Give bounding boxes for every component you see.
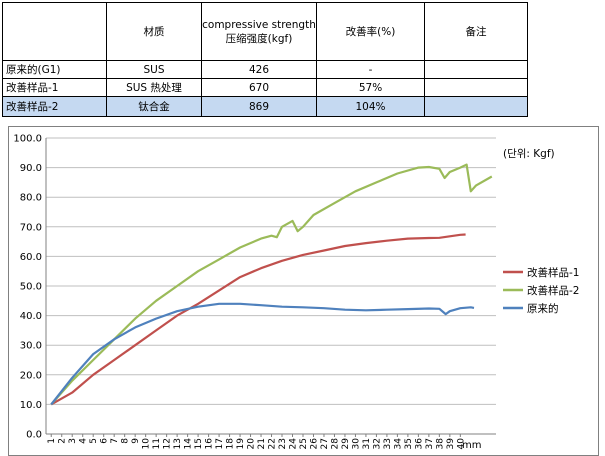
table-cell — [424, 96, 528, 117]
x-tick-label: 15 — [194, 438, 204, 449]
x-tick-label: 12 — [163, 438, 173, 449]
y-tick-label: 20.0 — [20, 370, 42, 381]
x-tick-label: 9 — [131, 438, 141, 444]
y-tick-label: 80.0 — [20, 193, 42, 204]
table-cell: SUS 热处理 — [106, 78, 202, 97]
x-tick-label: 11 — [152, 438, 162, 449]
series-line-3 — [50, 302, 475, 406]
x-tick-label: 29 — [341, 438, 351, 450]
x-tick-label: 8 — [121, 438, 131, 444]
x-tick-label: 23 — [278, 438, 288, 449]
x-tick-label: 26 — [309, 438, 319, 450]
x-tick-label: 34 — [393, 438, 403, 450]
table-cell: 869 — [201, 96, 317, 117]
x-tick-label: 22 — [268, 438, 278, 449]
x-tick-label: 31 — [362, 438, 372, 449]
legend-label: 改善样品-2 — [527, 284, 579, 297]
y-tick-label: 10.0 — [20, 400, 42, 411]
series-line-2 — [50, 163, 493, 406]
row-label: 改善样品-2 — [2, 96, 107, 117]
x-tick-label: 19 — [236, 438, 246, 450]
legend-label: 原来的 — [527, 302, 559, 315]
header-cell-empty — [2, 2, 107, 61]
row-label: 改善样品-1 — [2, 78, 107, 97]
row-label: 原来的(G1) — [2, 60, 107, 79]
legend-label: 改善样品-1 — [527, 266, 579, 279]
table-cell — [424, 78, 528, 97]
x-tick-label: 39 — [446, 438, 456, 450]
y-tick-label: 70.0 — [20, 222, 42, 233]
line-chart: 0.0 10.0 20.0 30.0 40.0 50.0 60.0 70.0 80.0 90.0 1… — [8, 126, 599, 456]
x-tick-label: 33 — [383, 438, 393, 449]
table-cell: 426 — [201, 60, 317, 79]
x-tick-label: 16 — [205, 438, 215, 450]
chart-area: 0.0 10.0 20.0 30.0 40.0 50.0 60.0 70.0 80.0 90.0 1… — [0, 125, 605, 456]
table-cell: 钛合金 — [106, 96, 202, 117]
x-tick-label: 24 — [289, 438, 299, 450]
x-tick-label: 17 — [215, 438, 225, 449]
chart-frame — [8, 126, 599, 456]
x-axis-label: mm — [462, 440, 481, 451]
table-cell: 104% — [316, 96, 425, 117]
y-tick-label: 90.0 — [20, 163, 42, 174]
x-tick-label: 30 — [351, 438, 361, 450]
table-row: 改善样品-1 SUS 热处理 670 57% — [2, 78, 528, 97]
table-row-highlighted: 改善样品-2 钛合金 869 104% — [2, 96, 528, 117]
table-header-row: 材质 compressive strength压缩强度(kgf) 改善率(%) … — [2, 2, 528, 61]
y-tick-label: 50.0 — [20, 282, 42, 293]
x-tick-label: 28 — [330, 438, 340, 450]
x-tick-label: 21 — [257, 438, 267, 449]
x-tick-label: 37 — [425, 438, 435, 449]
x-tick-label: 36 — [414, 438, 424, 450]
header-cell-improvement: 改善率(%) — [316, 2, 425, 61]
table-cell: SUS — [106, 60, 202, 79]
x-tick-label: 5 — [89, 438, 99, 444]
x-tick-label: 14 — [184, 438, 194, 450]
x-tick-label: 3 — [68, 438, 78, 444]
x-tick-label: 38 — [435, 438, 445, 450]
header-cell-remarks: 备注 — [424, 2, 528, 61]
x-tick-label: 20 — [247, 438, 257, 450]
x-tick-label: 40 — [456, 438, 466, 450]
y-tick-label: 30.0 — [20, 341, 42, 352]
header-cell-material: 材质 — [106, 2, 202, 61]
x-tick-label: 1 — [47, 438, 57, 444]
x-tick-label: 25 — [299, 438, 309, 449]
table-cell — [424, 60, 528, 79]
series-line-1 — [50, 233, 466, 406]
x-tick-label: 4 — [79, 438, 89, 444]
x-tick-label: 35 — [404, 438, 414, 449]
table-cell: 57% — [316, 78, 425, 97]
x-tick-label: 7 — [110, 438, 120, 444]
x-tick-label: 13 — [173, 438, 183, 449]
table-row: 原来的(G1) SUS 426 - — [2, 60, 528, 79]
y-tick-label: 60.0 — [20, 252, 42, 263]
x-tick-label: 18 — [226, 438, 236, 450]
y-tick-label: 40.0 — [20, 311, 42, 322]
unit-label: (단위: Kgf) — [503, 147, 555, 160]
table-cell: 670 — [201, 78, 317, 97]
table-cell: - — [316, 60, 425, 79]
x-tick-label: 2 — [58, 438, 68, 444]
x-tick-label: 10 — [142, 438, 152, 450]
x-tick-label: 6 — [100, 438, 110, 444]
x-tick-label: 27 — [320, 438, 330, 449]
header-cell-strength: compressive strength压缩强度(kgf) — [201, 2, 317, 61]
y-tick-label: 0.0 — [26, 430, 42, 441]
y-tick-label: 100.0 — [13, 134, 42, 145]
comparison-table: 材质 compressive strength压缩强度(kgf) 改善率(%) … — [2, 2, 528, 117]
x-tick-label: 32 — [372, 438, 382, 449]
